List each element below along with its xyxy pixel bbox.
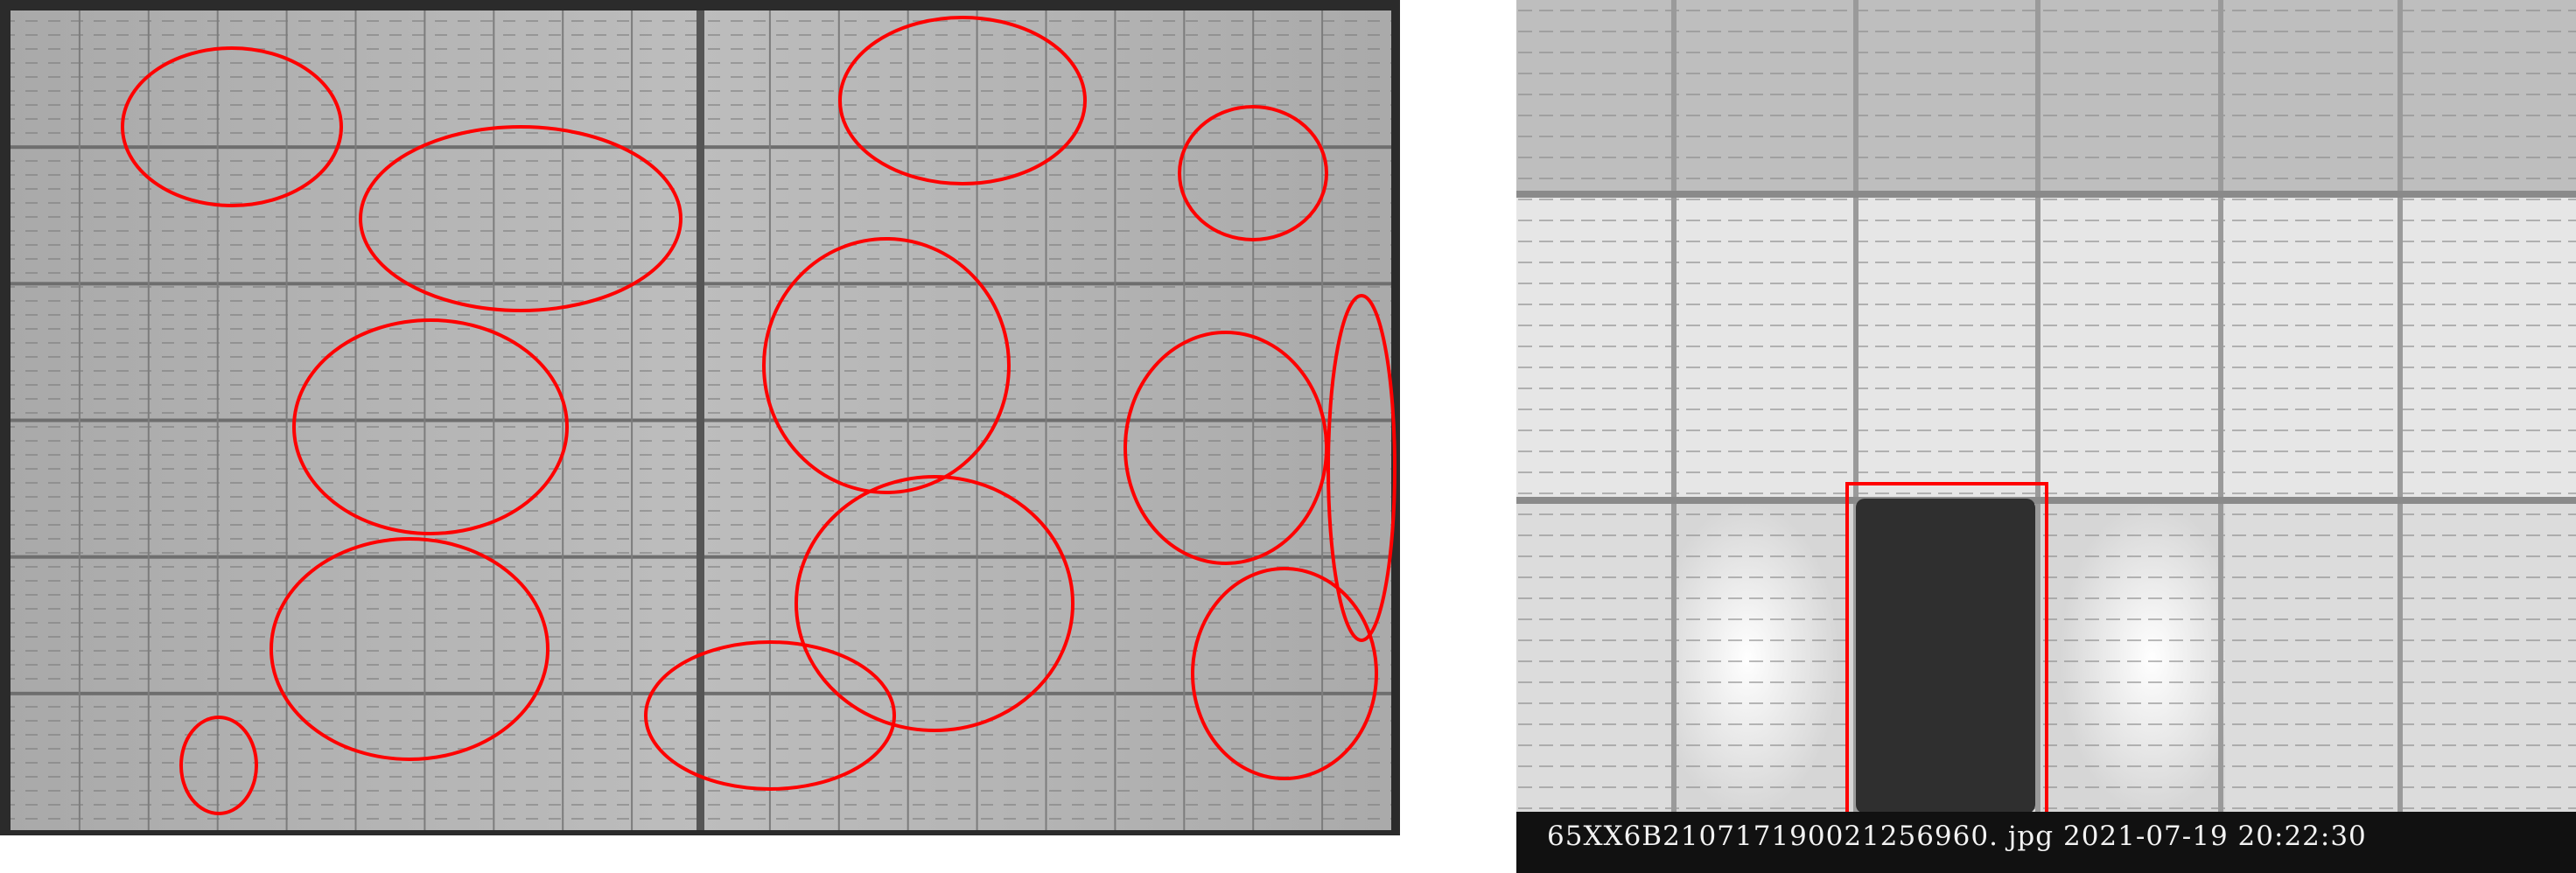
panel-photo (0, 0, 1400, 835)
column-line (424, 10, 426, 830)
defect-ellipse (359, 125, 682, 312)
column-line (631, 10, 634, 830)
closeup-photo-svg (1516, 0, 2576, 873)
image-caption: 65XX6B210717190021256960. jpg 2021-07-19… (1547, 821, 2367, 852)
defect-ellipse (644, 640, 896, 791)
defect-ellipse (794, 475, 1074, 732)
defect-annotations (121, 16, 1396, 815)
cell-gap-vertical (1853, 0, 1858, 814)
column-line (768, 10, 771, 830)
defect-ellipse (1178, 105, 1328, 241)
column-line (976, 10, 978, 830)
column-line (562, 10, 564, 830)
defect-ellipse (121, 46, 343, 207)
defect-ellipse (762, 237, 1011, 494)
defect-ellipse (1191, 567, 1378, 780)
column-line (285, 10, 288, 830)
column-line (216, 10, 219, 830)
dark-cell (1856, 499, 2035, 814)
column-line (1114, 10, 1116, 830)
defect-ellipse (838, 16, 1087, 185)
column-line (147, 10, 150, 830)
defect-ellipse (292, 318, 569, 535)
cell-gap-horizontal (1516, 191, 2576, 198)
column-line (837, 10, 840, 830)
cell-gap-vertical (2218, 0, 2223, 814)
column-line (1183, 10, 1186, 830)
defect-ellipse (1326, 294, 1396, 642)
center-busbar (696, 10, 704, 830)
column-line (493, 10, 495, 830)
cell-gap-vertical (2398, 0, 2403, 814)
column-line (78, 10, 80, 830)
closeup-photo (1516, 0, 2576, 873)
cell-gap-vertical (1671, 0, 1676, 814)
defect-ellipse (1124, 331, 1328, 565)
column-line (906, 10, 909, 830)
defect-ellipse (270, 537, 550, 761)
caption-bar (1516, 812, 2576, 873)
defect-ellipse (179, 716, 258, 815)
column-line (1252, 10, 1255, 830)
column-line (354, 10, 357, 830)
column-line (1045, 10, 1047, 830)
panel-photo-svg (10, 10, 1396, 830)
cell-gap-vertical (2035, 0, 2040, 814)
